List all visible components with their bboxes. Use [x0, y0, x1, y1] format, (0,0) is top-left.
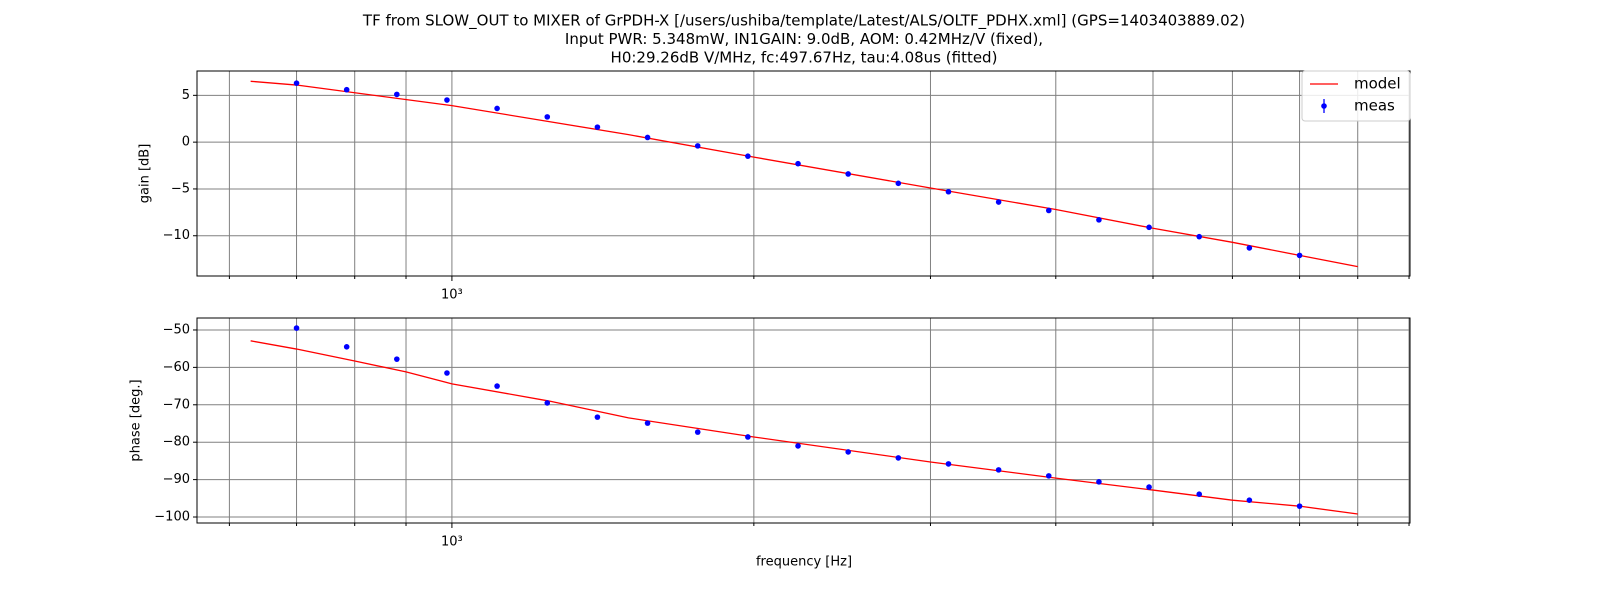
data-point: [945, 461, 952, 467]
data-point: [644, 420, 651, 426]
data-point: [544, 400, 551, 406]
y-axis-label: phase [deg.]: [129, 379, 144, 461]
legend-marker: [1321, 103, 1327, 109]
data-point: [745, 434, 751, 440]
data-point: [995, 199, 1002, 205]
data-point: [1096, 479, 1102, 485]
data-point: [444, 97, 450, 103]
data-point: [1146, 224, 1152, 231]
data-point: [343, 86, 350, 93]
plot-frame: [196, 70, 1411, 277]
data-point: [945, 188, 952, 195]
data-point: [694, 143, 701, 149]
data-point: [444, 370, 450, 376]
data-point: [293, 80, 300, 86]
data-point: [1196, 491, 1203, 497]
y-tick-label: −60: [163, 360, 190, 375]
y-tick-label: −70: [163, 397, 190, 412]
data-point: [745, 153, 751, 159]
data-point: [1246, 497, 1253, 503]
plot-frame: [196, 317, 1411, 524]
data-point: [845, 171, 851, 177]
data-point: [594, 124, 601, 130]
data-point: [1296, 503, 1303, 509]
chart-title: TF from SLOW_OUT to MIXER of GrPDH-X [/u…: [362, 12, 1245, 31]
legend-label: meas: [1354, 97, 1395, 115]
x-tick-label: 10³: [441, 288, 463, 303]
x-tick-label: 10³: [441, 535, 463, 550]
data-point: [995, 467, 1002, 473]
y-tick-label: −90: [163, 472, 190, 487]
data-point: [1196, 233, 1203, 240]
data-point: [795, 443, 801, 449]
data-point: [394, 356, 400, 362]
chart-title: H0:29.26dB V/MHz, fc:497.67Hz, tau:4.08u…: [611, 49, 998, 67]
data-point: [694, 429, 701, 435]
y-tick-label: −100: [154, 510, 190, 525]
data-point: [1246, 245, 1253, 251]
y-tick-label: 5: [182, 88, 190, 103]
data-point: [895, 180, 902, 187]
data-point: [394, 91, 400, 98]
y-tick-label: −10: [163, 228, 190, 243]
y-axis-label: gain [dB]: [138, 144, 153, 204]
data-point: [795, 160, 801, 167]
model-line: [250, 340, 1358, 515]
chart-title: Input PWR: 5.348mW, IN1GAIN: 9.0dB, AOM:…: [565, 30, 1043, 48]
data-point: [1146, 484, 1152, 490]
data-point: [293, 325, 300, 331]
data-point: [544, 114, 551, 120]
y-tick-label: −50: [163, 322, 190, 337]
x-axis-label: frequency [Hz]: [756, 555, 852, 570]
y-tick-label: 0: [182, 135, 190, 150]
data-point: [1296, 252, 1303, 259]
data-point: [594, 414, 601, 420]
data-point: [494, 105, 500, 112]
data-point: [644, 134, 651, 141]
data-point: [1045, 207, 1052, 214]
data-point: [494, 383, 500, 389]
data-point: [1096, 217, 1102, 223]
y-tick-label: −5: [171, 181, 190, 196]
data-point: [895, 455, 902, 461]
model-line: [250, 80, 1358, 268]
legend-label: model: [1354, 75, 1401, 93]
data-point: [1045, 473, 1052, 479]
y-tick-label: −80: [163, 435, 190, 450]
data-point: [845, 449, 851, 455]
data-point: [343, 344, 350, 350]
